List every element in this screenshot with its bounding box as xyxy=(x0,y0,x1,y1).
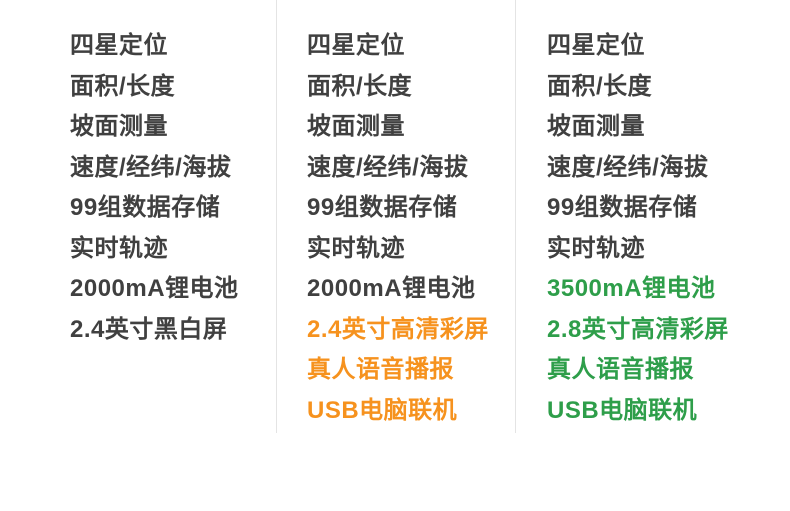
feature-label: 四星定位 xyxy=(307,32,405,59)
feature-label: 2000mA锂电池 xyxy=(307,275,476,302)
feature-label: 99组数据存储 xyxy=(307,194,458,221)
feature-label: 坡面测量 xyxy=(70,113,168,140)
feature-label-highlight: 3500mA锂电池 xyxy=(547,275,716,302)
feature-label-highlight: 真人语音播报 xyxy=(307,356,454,383)
feature-label-highlight: USB电脑联机 xyxy=(547,396,698,424)
feature-column-basic: 四星定位 面积/长度 坡面测量 速度/经纬/海拔 99组数据存储 实时轨迹 20… xyxy=(70,26,239,350)
feature-label: 实时轨迹 xyxy=(547,234,645,262)
feature-label-highlight: 2.8英寸高清彩屏 xyxy=(547,315,729,343)
column-divider-left xyxy=(276,0,277,433)
feature-column-top: 四星定位 面积/长度 坡面测量 速度/经纬/海拔 99组数据存储 实时轨迹 35… xyxy=(547,26,729,431)
feature-label: 面积/长度 xyxy=(547,72,653,100)
feature-label: 99组数据存储 xyxy=(547,194,698,221)
feature-label: 速度/经纬/海拔 xyxy=(70,153,232,181)
feature-label-highlight: 真人语音播报 xyxy=(547,356,694,383)
feature-label: 坡面测量 xyxy=(307,113,405,140)
feature-label: 2.4英寸黑白屏 xyxy=(70,315,228,343)
feature-label: 坡面测量 xyxy=(547,113,645,140)
feature-label: 2000mA锂电池 xyxy=(70,275,239,302)
feature-label-highlight: 2.4英寸高清彩屏 xyxy=(307,315,489,343)
feature-label: 实时轨迹 xyxy=(70,234,168,262)
feature-label: 四星定位 xyxy=(70,32,168,59)
feature-label: 面积/长度 xyxy=(70,72,176,100)
feature-label-highlight: USB电脑联机 xyxy=(307,396,458,424)
column-divider-right xyxy=(515,0,516,433)
feature-label: 实时轨迹 xyxy=(307,234,405,262)
feature-label: 99组数据存储 xyxy=(70,194,221,221)
feature-label: 面积/长度 xyxy=(307,72,413,100)
feature-column-mid: 四星定位 面积/长度 坡面测量 速度/经纬/海拔 99组数据存储 实时轨迹 20… xyxy=(307,26,489,431)
feature-label: 速度/经纬/海拔 xyxy=(547,153,709,181)
feature-label: 速度/经纬/海拔 xyxy=(307,153,469,181)
feature-label: 四星定位 xyxy=(547,32,645,59)
